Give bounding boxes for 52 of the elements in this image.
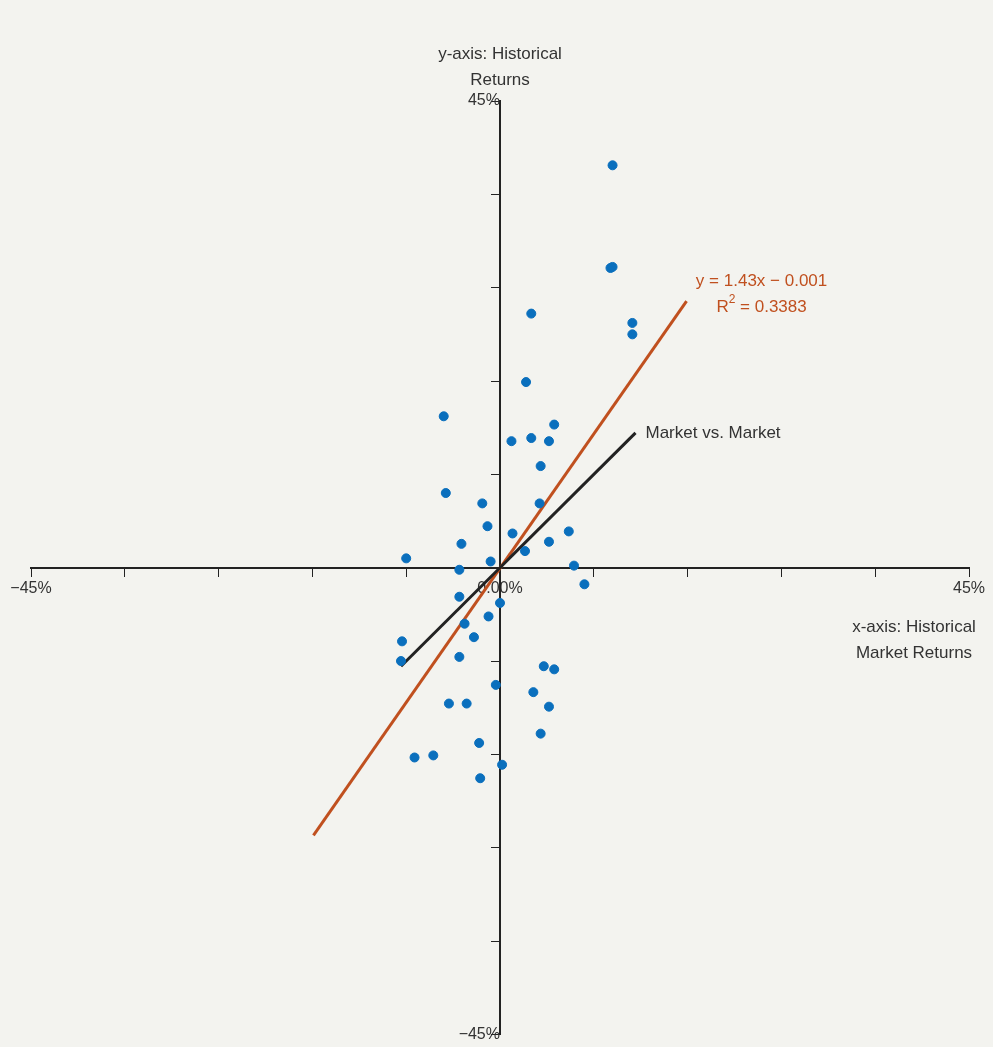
point: [534, 498, 545, 509]
point: [490, 679, 501, 690]
point: [526, 308, 537, 319]
point: [521, 377, 532, 388]
point: [428, 750, 439, 761]
annotation: y = 1.43x − 0.001: [695, 270, 828, 290]
point: [563, 526, 574, 537]
point: [579, 579, 590, 590]
point: [543, 436, 554, 447]
point: [507, 528, 518, 539]
point: [543, 536, 554, 547]
x-tick-label: −45%: [10, 578, 52, 596]
point: [520, 546, 531, 557]
point: [438, 411, 449, 422]
point: [607, 160, 618, 171]
point: [549, 664, 560, 675]
series-label: Market vs. Market: [645, 422, 781, 442]
point: [456, 538, 467, 549]
point: [495, 597, 505, 608]
point: [461, 698, 472, 709]
point: [627, 329, 638, 340]
point: [549, 419, 560, 430]
point: [485, 556, 496, 567]
point: [459, 618, 470, 629]
point: [475, 773, 486, 784]
point: [454, 564, 465, 575]
point: [506, 436, 517, 447]
point: [482, 521, 493, 532]
point: [526, 433, 537, 444]
point: [474, 737, 485, 748]
point: [528, 687, 539, 698]
point: [395, 656, 406, 667]
point: [454, 591, 465, 602]
point: [543, 701, 554, 712]
point: [569, 560, 579, 571]
y-axis-title: y-axis: Historical Returns: [438, 43, 562, 89]
point: [483, 611, 494, 622]
point: [538, 661, 549, 672]
point: [535, 728, 546, 739]
point: [443, 698, 454, 709]
point: [477, 498, 488, 509]
point: [409, 752, 420, 763]
point: [497, 759, 508, 770]
point: [468, 632, 479, 643]
x-axis-title: x-axis: Historical Market Returns: [852, 617, 976, 663]
point: [440, 488, 451, 499]
point: [535, 461, 546, 472]
point: [627, 317, 638, 328]
x-tick-label: 45%: [952, 578, 986, 596]
point: [454, 651, 465, 662]
point: [397, 636, 408, 647]
point: [401, 553, 412, 564]
